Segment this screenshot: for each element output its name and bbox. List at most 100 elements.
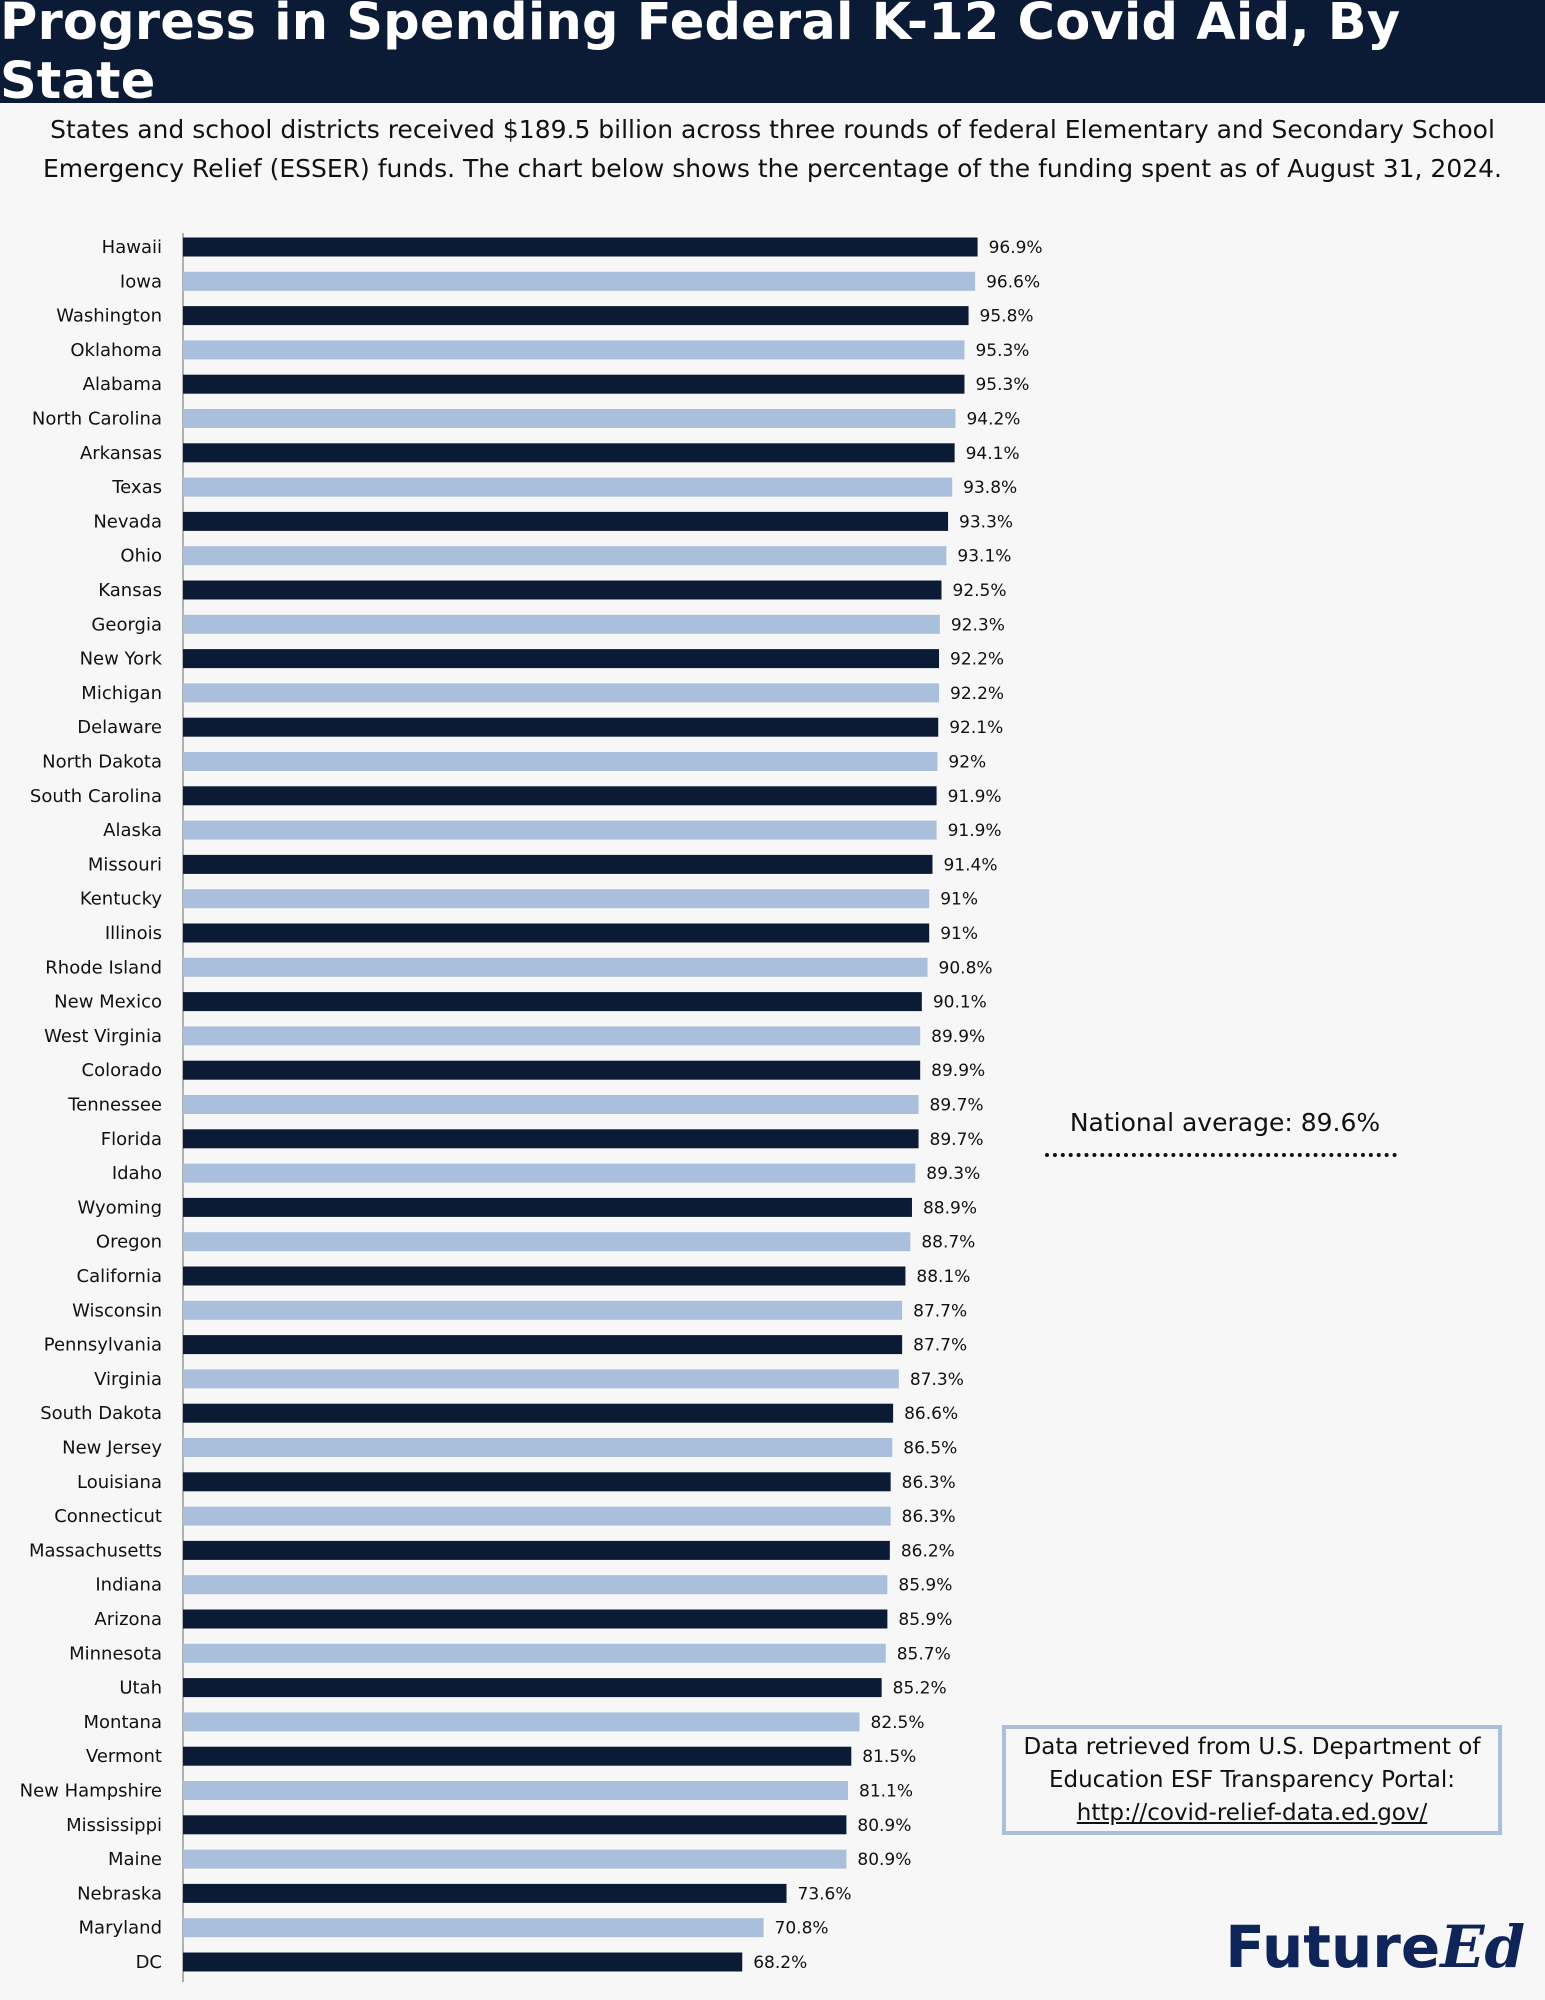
national-average-dotted-line (1045, 1153, 1397, 1157)
data-label: 85.9% (898, 1610, 952, 1630)
data-label: 85.7% (897, 1644, 951, 1664)
bar (183, 340, 965, 360)
category-label: Georgia (91, 614, 162, 635)
data-label: 89.9% (931, 1027, 985, 1047)
category-label: Nebraska (77, 1883, 162, 1904)
bar (183, 1781, 849, 1800)
data-label: 86.2% (901, 1541, 955, 1561)
data-label: 80.9% (857, 1850, 911, 1870)
data-label: 90.8% (939, 958, 993, 978)
bar (183, 1438, 893, 1457)
bar (183, 511, 949, 531)
data-label: 70.8% (775, 1919, 829, 1939)
category-label: Tennessee (67, 1095, 162, 1116)
category-label: Hawaii (102, 237, 162, 258)
bar (183, 752, 938, 771)
bar (183, 1609, 888, 1629)
category-label: North Dakota (42, 752, 162, 773)
bar (183, 1918, 764, 1938)
data-label: 95.8% (980, 307, 1034, 327)
data-label: 92.2% (950, 684, 1004, 704)
data-label: 92.3% (951, 615, 1005, 635)
bar (183, 477, 953, 497)
data-label: 88.7% (921, 1233, 975, 1253)
data-label: 81.1% (859, 1782, 913, 1802)
data-label: 86.5% (903, 1439, 957, 1459)
data-label: 89.9% (931, 1061, 985, 1081)
category-label: Texas (111, 477, 162, 498)
bar (183, 649, 940, 669)
bar (183, 992, 922, 1012)
bar (183, 820, 937, 840)
bar (183, 614, 940, 634)
category-label: DC (136, 1952, 162, 1973)
category-label: Idaho (112, 1163, 162, 1184)
category-label: Maine (108, 1849, 162, 1870)
bar (183, 1472, 891, 1492)
bar (183, 1095, 919, 1114)
page-title: Progress in Spending Federal K-12 Covid … (0, 0, 1545, 111)
data-label: 92% (948, 753, 986, 773)
bar (183, 1746, 852, 1766)
data-label: 87.7% (913, 1336, 967, 1356)
data-label: 68.2% (753, 1953, 807, 1973)
category-label: West Virginia (44, 1026, 162, 1047)
bar (183, 1163, 916, 1183)
data-label: 95.3% (975, 341, 1029, 361)
category-label: Michigan (81, 683, 162, 704)
category-label: Pennsylvania (44, 1335, 162, 1356)
category-label: Arkansas (80, 443, 162, 464)
bar (183, 580, 942, 600)
category-label: Wyoming (77, 1197, 162, 1218)
bar (183, 923, 930, 943)
bar (183, 1952, 743, 1972)
data-label: 87.7% (913, 1301, 967, 1321)
category-label: New Mexico (54, 992, 162, 1013)
bar (183, 683, 940, 703)
category-label: Rhode Island (45, 957, 162, 978)
category-label: Washington (56, 306, 162, 327)
bar (183, 1266, 906, 1286)
bar (183, 374, 965, 394)
category-label: Wisconsin (72, 1300, 162, 1321)
chart-subtitle: States and school districts received $18… (20, 110, 1525, 188)
data-label: 93.1% (957, 547, 1011, 567)
data-label: 91.9% (948, 787, 1002, 807)
data-label: 91.9% (948, 821, 1002, 841)
category-label: South Dakota (40, 1403, 162, 1424)
category-label: Minnesota (69, 1643, 162, 1664)
bar (183, 1540, 890, 1560)
data-label: 86.3% (902, 1473, 956, 1493)
source-link[interactable]: http://covid-relief-data.ed.gov/ (1076, 1799, 1428, 1826)
data-label: 96.6% (986, 272, 1040, 292)
subtitle-line-1: States and school districts received $18… (50, 115, 1495, 144)
data-label: 95.3% (975, 375, 1029, 395)
bar (183, 1232, 911, 1252)
category-label: Indiana (95, 1575, 162, 1596)
data-label: 93.8% (963, 478, 1017, 498)
bar (183, 1403, 894, 1423)
data-label: 81.5% (862, 1747, 916, 1767)
category-label: Mississippi (66, 1815, 162, 1836)
category-label: New Jersey (62, 1438, 162, 1459)
bar (183, 854, 933, 874)
category-label: Kentucky (80, 889, 163, 910)
data-label: 80.9% (857, 1816, 911, 1836)
bar (183, 717, 939, 737)
bar (183, 1506, 891, 1526)
data-label: 96.9% (989, 238, 1043, 258)
data-label: 92.5% (953, 581, 1007, 601)
data-label: 87.3% (910, 1370, 964, 1390)
category-label: California (77, 1266, 162, 1287)
category-label: North Carolina (32, 409, 162, 430)
subtitle-line-2: Emergency Relief (ESSER) funds. The char… (42, 154, 1503, 183)
bar (183, 1369, 899, 1389)
data-label: 73.6% (798, 1884, 852, 1904)
logo-text-ed: Ed (1440, 1913, 1525, 1981)
category-label: Kansas (98, 580, 162, 601)
category-label: Nevada (93, 511, 162, 532)
bar (183, 1643, 886, 1663)
bar (183, 1060, 921, 1080)
category-label: Missouri (88, 854, 162, 875)
